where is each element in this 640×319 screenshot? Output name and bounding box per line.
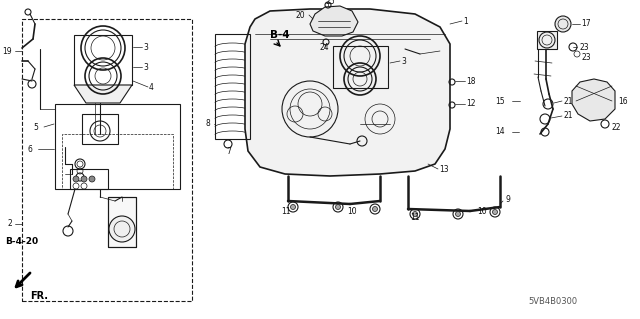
Text: 13: 13 [439,166,449,174]
Bar [108,197,136,247]
Polygon shape [572,79,615,121]
Text: 24: 24 [320,42,330,51]
Text: 21: 21 [563,97,573,106]
Text: 25: 25 [325,0,335,5]
Text: 17: 17 [581,19,591,28]
Text: 11: 11 [410,213,420,222]
Text: 6: 6 [27,145,32,153]
Circle shape [555,16,571,32]
Bar [537,31,557,49]
Text: 11: 11 [281,207,291,217]
Circle shape [109,216,135,242]
Bar [62,134,173,189]
Circle shape [335,204,340,210]
Circle shape [81,176,87,182]
Text: 15: 15 [495,97,505,106]
Text: 18: 18 [466,77,476,85]
Text: 1: 1 [463,17,468,26]
Polygon shape [310,6,358,36]
Text: 23: 23 [580,42,589,51]
Bar [108,197,136,247]
Text: 3: 3 [401,56,406,65]
Bar [55,104,180,189]
Text: 22: 22 [612,122,621,131]
Circle shape [493,210,497,214]
Text: 3: 3 [143,42,148,51]
Text: 16: 16 [618,97,628,106]
Bar [215,34,250,139]
Circle shape [291,204,296,210]
Text: 21: 21 [563,112,573,121]
Text: 5: 5 [33,122,38,131]
Text: B-4-20: B-4-20 [5,236,38,246]
Bar [82,114,118,144]
Text: 14: 14 [495,128,505,137]
Text: B-4: B-4 [270,30,290,40]
Text: 4: 4 [149,83,154,92]
Text: FR.: FR. [30,291,48,301]
Text: 23: 23 [582,53,591,62]
Bar [333,46,388,88]
Text: 7: 7 [226,146,231,155]
Text: 10: 10 [477,207,487,217]
Text: 2: 2 [7,219,12,228]
Circle shape [73,176,79,182]
Polygon shape [74,85,132,103]
Circle shape [456,211,461,217]
Text: 19: 19 [3,47,12,56]
Text: 12: 12 [466,100,476,108]
Bar [70,169,108,189]
Circle shape [413,211,417,217]
Polygon shape [245,9,450,176]
Bar [74,35,132,85]
Circle shape [372,206,378,211]
Text: 3: 3 [143,63,148,71]
Circle shape [89,176,95,182]
Text: 10: 10 [347,207,357,217]
Bar [22,19,192,301]
Text: 5VB4B0300: 5VB4B0300 [528,296,577,306]
Text: 8: 8 [205,120,210,129]
Text: 20: 20 [296,11,306,19]
Text: 9: 9 [505,195,510,204]
